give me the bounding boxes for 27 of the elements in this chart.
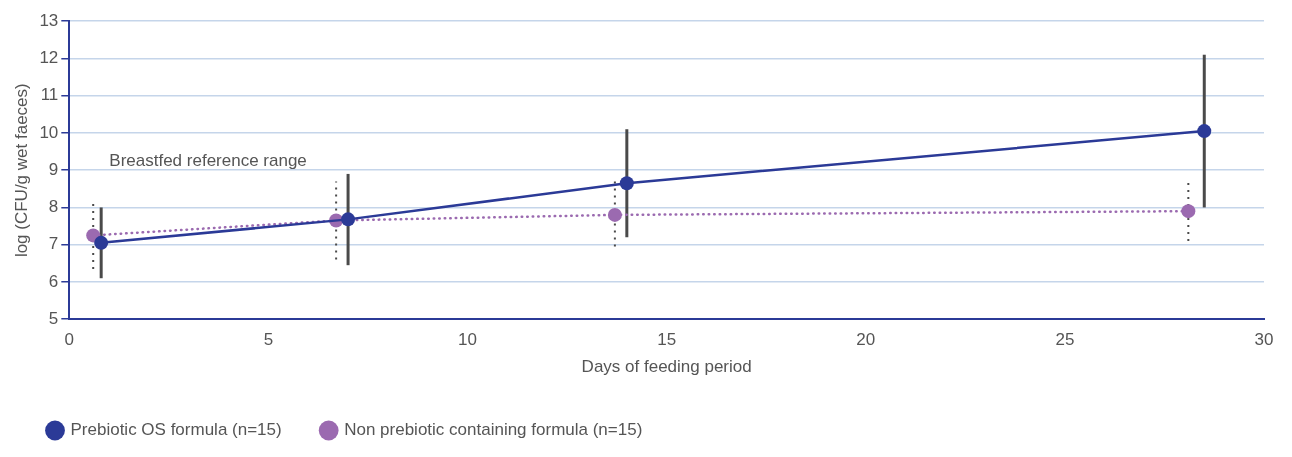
y-tick-label: 11: [40, 85, 59, 105]
x-tick-label: 15: [657, 330, 677, 350]
point: [607, 207, 622, 222]
point: [1181, 204, 1196, 219]
x-tick-label: 10: [458, 330, 477, 350]
point: [94, 235, 109, 250]
y-tick-label: 8: [48, 197, 59, 217]
annotation: Breastfed reference range: [109, 150, 307, 170]
legend-label: Non prebiotic containing formula (n=15): [344, 420, 643, 440]
y-axis-title: log (CFU/g wet faeces): [11, 83, 31, 258]
y-tick-label: 9: [48, 159, 59, 179]
legend-label: Prebiotic OS formula (n=15): [70, 420, 282, 440]
y-tick-label: 7: [48, 234, 59, 254]
y-tick-label: 12: [39, 48, 59, 68]
y-tick-label: 10: [39, 122, 59, 142]
point: [619, 176, 634, 191]
x-axis-title: Days of feeding period: [581, 357, 752, 377]
point: [341, 212, 356, 227]
x-tick-label: 20: [856, 330, 876, 350]
x-tick-label: 25: [1055, 330, 1075, 350]
y-tick-label: 5: [48, 308, 59, 328]
y-tick-label: 13: [39, 10, 59, 30]
x-tick-label: 30: [1254, 330, 1274, 350]
point: [1197, 124, 1212, 139]
x-tick-label: 5: [263, 330, 274, 350]
x-tick-label: 0: [64, 330, 75, 350]
y-tick-label: 6: [48, 271, 59, 291]
